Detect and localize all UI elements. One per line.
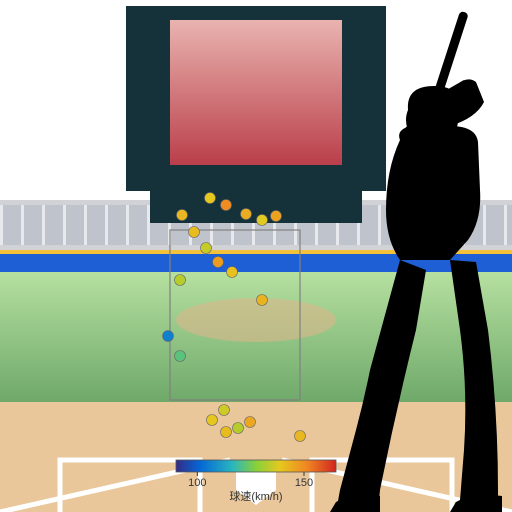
- pitch-marker: [163, 331, 174, 342]
- legend-tick: 150: [295, 477, 313, 489]
- pitch-marker: [177, 210, 188, 221]
- scoreboard-screen: [170, 20, 342, 165]
- pitch-marker: [257, 215, 268, 226]
- pitch-marker: [257, 295, 268, 306]
- pitch-marker: [241, 209, 252, 220]
- pitch-marker: [201, 243, 212, 254]
- pitch-marker: [227, 267, 238, 278]
- pitch-marker: [175, 351, 186, 362]
- pitch-marker: [271, 211, 282, 222]
- legend-tick: 100: [188, 477, 206, 489]
- pitch-marker: [189, 227, 200, 238]
- pitch-marker: [175, 275, 186, 286]
- pitch-marker: [221, 200, 232, 211]
- pitch-marker: [221, 427, 232, 438]
- pitch-marker: [245, 417, 256, 428]
- pitch-marker: [205, 193, 216, 204]
- pitch-marker: [295, 431, 306, 442]
- pitch-marker: [219, 405, 230, 416]
- pitch-location-chart: 100 150 球速(km/h): [0, 0, 512, 512]
- legend-label: 球速(km/h): [229, 489, 282, 503]
- pitchers-mound: [176, 298, 336, 342]
- pitch-marker: [213, 257, 224, 268]
- pitch-marker: [233, 423, 244, 434]
- pitch-marker: [207, 415, 218, 426]
